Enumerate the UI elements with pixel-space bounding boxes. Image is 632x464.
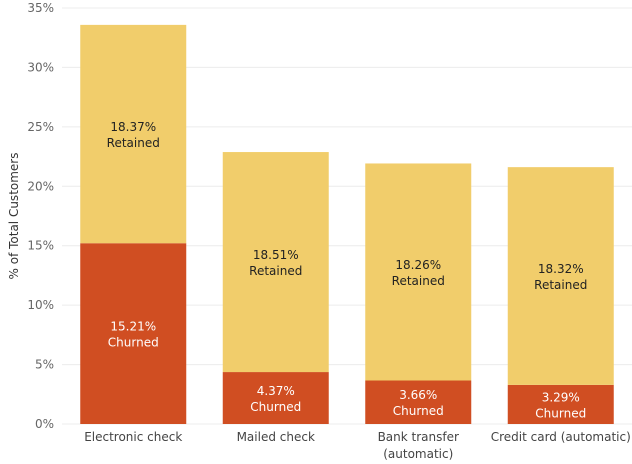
y-tick-label: 35% (27, 1, 54, 15)
y-tick-label: 30% (27, 60, 54, 74)
y-tick-label: 10% (27, 298, 54, 312)
data-label-value: 3.66% (399, 388, 437, 402)
y-tick-label: 5% (35, 358, 54, 372)
x-category-label: (automatic) (383, 447, 453, 461)
data-label-value: 18.37% (110, 120, 156, 134)
y-tick-label: 25% (27, 120, 54, 134)
data-label-series: Churned (393, 404, 444, 418)
data-label-value: 18.51% (253, 248, 299, 262)
data-label-value: 18.26% (395, 258, 441, 272)
x-category-label: Bank transfer (378, 430, 459, 444)
data-label-series: Churned (535, 406, 586, 420)
y-tick-label: 20% (27, 179, 54, 193)
data-label-value: 4.37% (257, 384, 295, 398)
data-label-series: Retained (392, 274, 445, 288)
data-label-series: Retained (107, 136, 160, 150)
data-label-series: Churned (250, 400, 301, 414)
data-label-value: 15.21% (110, 320, 156, 334)
bar-segment-churned (365, 380, 472, 424)
bar-segment-retained (80, 24, 187, 244)
y-tick-label: 0% (35, 417, 54, 431)
bar-segment-retained (222, 152, 329, 373)
bar-segment-churned (80, 243, 187, 424)
bar-segment-retained (507, 167, 614, 385)
x-category-label: Mailed check (237, 430, 315, 444)
data-label-series: Churned (108, 336, 159, 350)
data-label-value: 3.29% (542, 390, 580, 404)
x-category-label: Electronic check (84, 430, 182, 444)
x-category-label: Credit card (automatic) (491, 430, 631, 444)
bar-segment-churned (507, 384, 614, 424)
y-axis-label: % of Total Customers (7, 153, 21, 280)
data-label-series: Retained (534, 278, 587, 292)
data-label-series: Retained (249, 264, 302, 278)
y-tick-label: 15% (27, 239, 54, 253)
bar-segment-retained (365, 163, 472, 381)
bar-segment-churned (222, 372, 329, 424)
data-label-value: 18.32% (538, 262, 584, 276)
